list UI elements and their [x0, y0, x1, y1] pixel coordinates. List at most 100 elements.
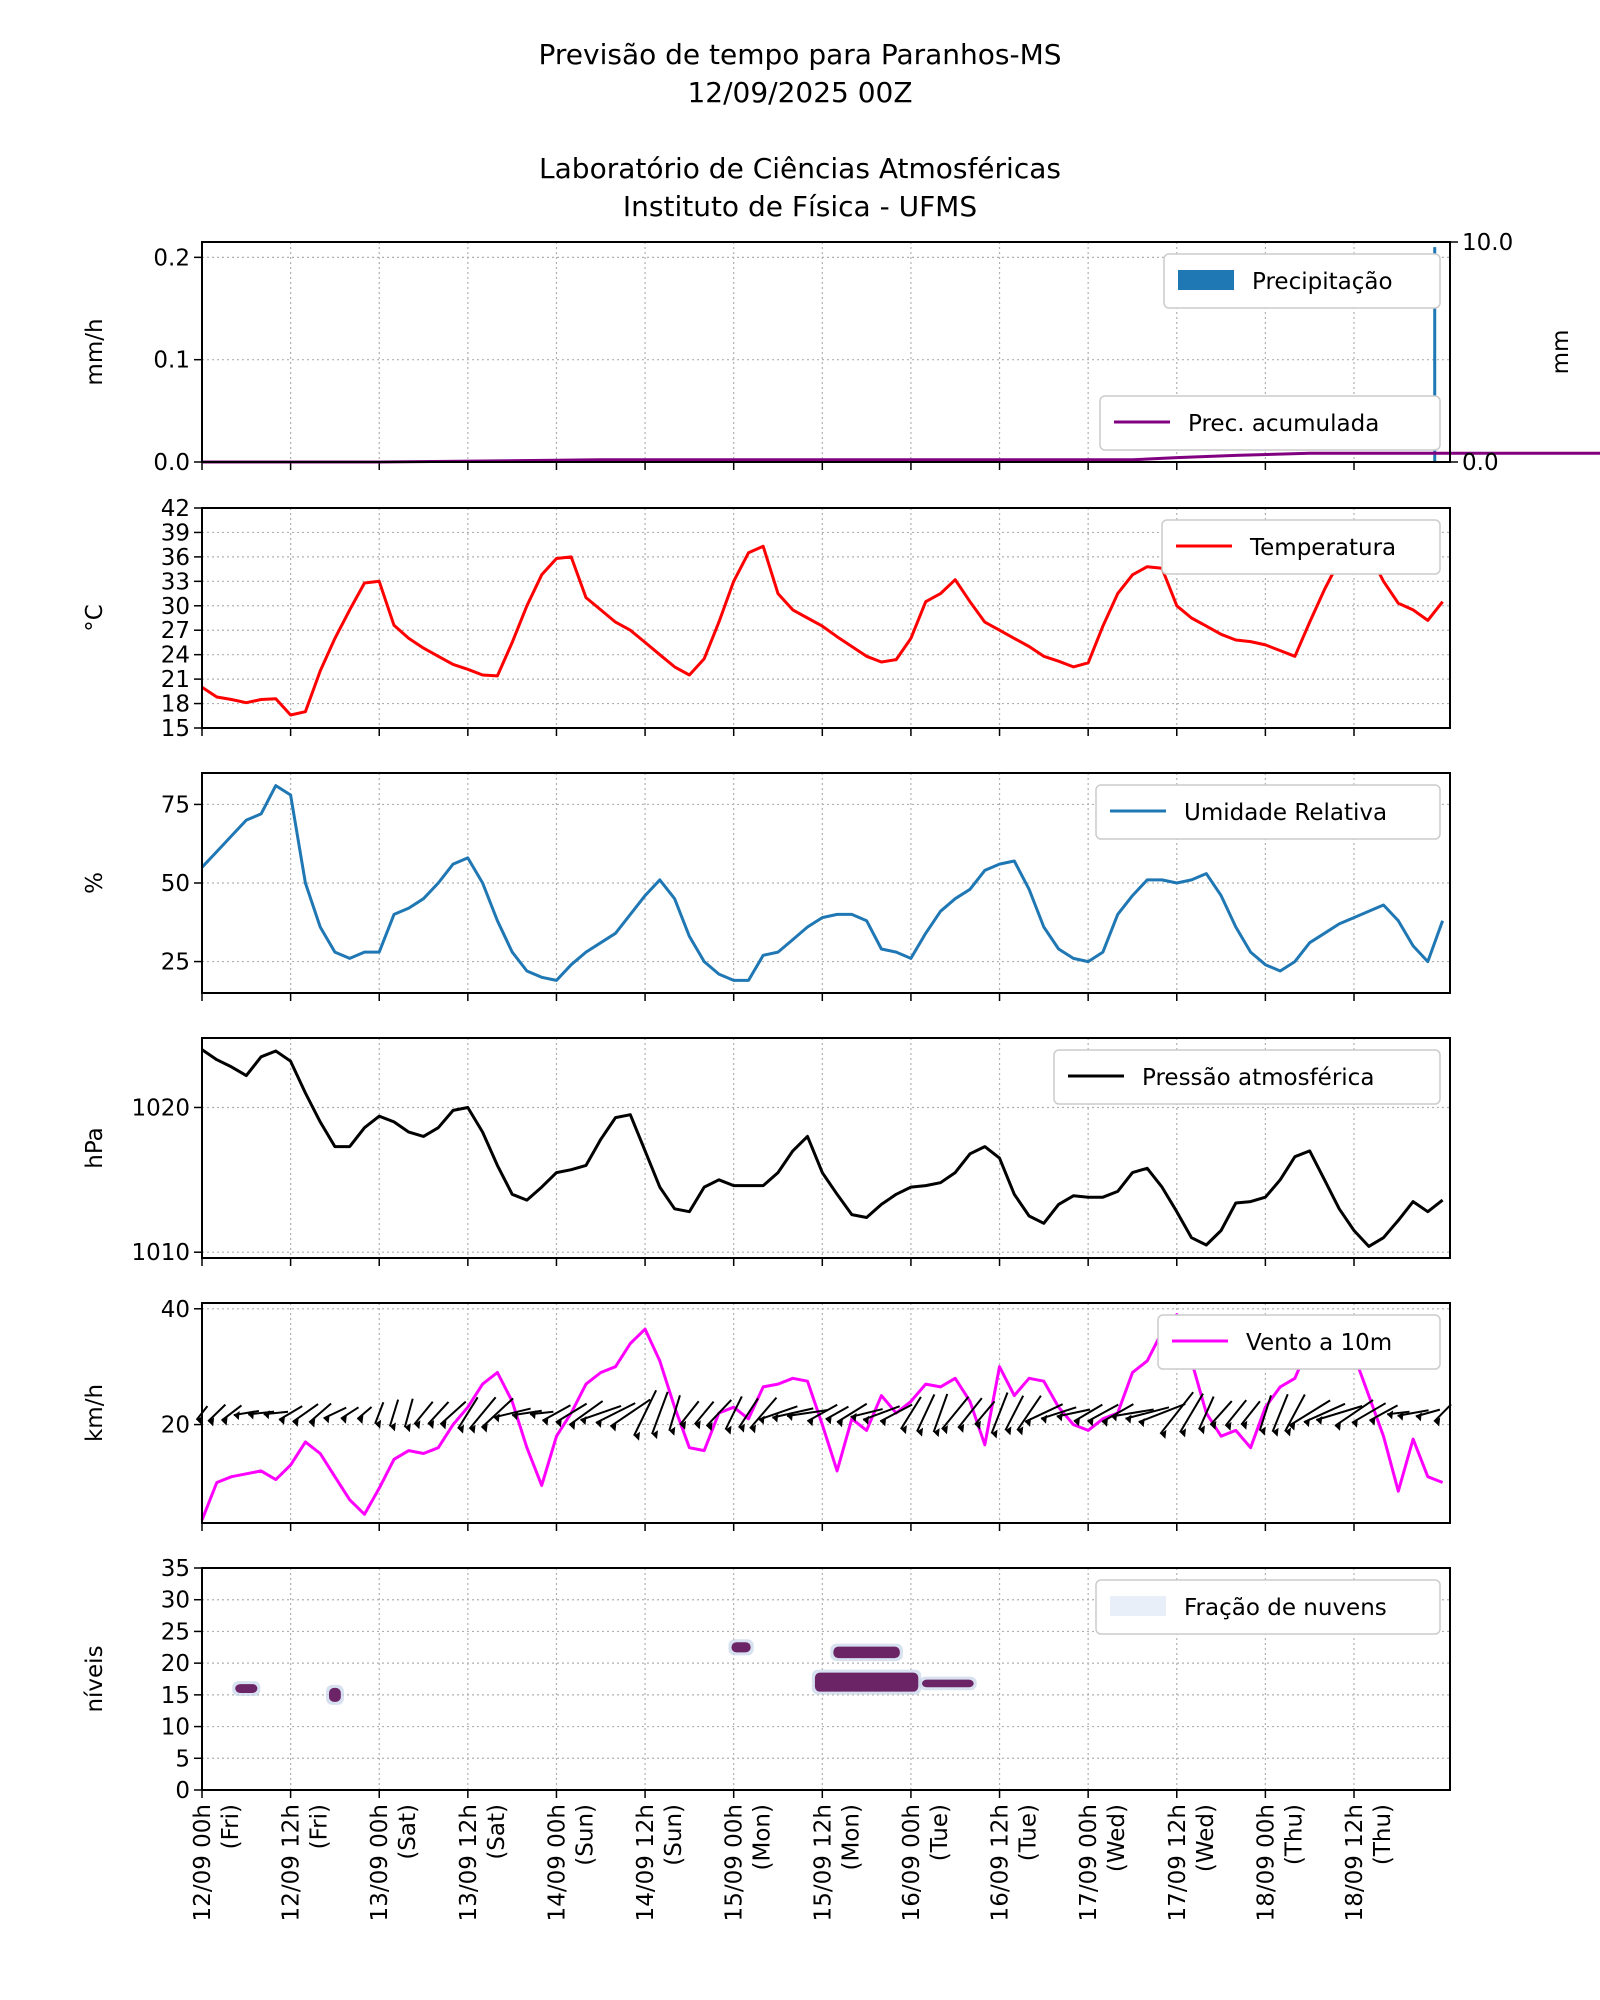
wind-arrow [221, 1404, 243, 1422]
y-tick-label: 18 [161, 692, 190, 718]
axes-frame [201, 241, 1451, 463]
figure-title: Previsão de tempo para Paranhos-MS 12/09… [0, 36, 1600, 112]
y-tick-label: 25 [161, 950, 190, 976]
wind-arrow [1159, 1391, 1194, 1435]
wind-arrow-head [725, 1425, 732, 1435]
y-tick-label: 5 [175, 1746, 190, 1772]
y-right-tick-label: 0.0 [1462, 450, 1499, 476]
wind-arrow-head [512, 1411, 519, 1421]
wind-arrow-head [610, 1422, 617, 1432]
wind-arrow [1315, 1405, 1363, 1421]
y-axis-label: % [82, 872, 108, 894]
x-tick-day-label: (Sat) [484, 1804, 510, 1860]
axes-frame [201, 1302, 1451, 1524]
wind-arrow [1288, 1399, 1331, 1427]
wind-arrow-head [1102, 1417, 1109, 1427]
wind-arrow-head [1073, 1417, 1080, 1427]
y-axis-label: hPa [82, 1127, 108, 1169]
wind-arrow [1198, 1396, 1215, 1430]
wind-arrow [862, 1405, 901, 1421]
wind-arrow-head [340, 1414, 347, 1424]
wind-arrow [388, 1399, 400, 1427]
legend-box [1095, 784, 1441, 840]
y-tick-label: 20 [161, 1413, 190, 1439]
axes-frame [201, 1037, 1451, 1259]
y-tick-label: 30 [161, 1588, 190, 1614]
title-line-location: Previsão de tempo para Paranhos-MS [538, 38, 1062, 71]
wind-arrow-head [375, 1419, 382, 1429]
wind-arrow [207, 1403, 227, 1423]
wind-arrow-head [1138, 1418, 1145, 1428]
x-tick-label: 13/09 00h [367, 1804, 393, 1921]
pressure-line [201, 1048, 1444, 1248]
wind-arrow-head [1041, 1414, 1048, 1424]
wind-arrow [738, 1397, 759, 1429]
wind-arrow [1284, 1394, 1306, 1432]
wind-arrow-head [1351, 1418, 1358, 1428]
subtitle-line-lab: Laboratório de Ciências Atmosféricas [539, 152, 1061, 185]
y-tick-label: 0.1 [153, 348, 190, 374]
wind-arrow [1258, 1395, 1272, 1431]
x-tick-day-label: (Tue) [1016, 1804, 1042, 1861]
y-tick-label: 33 [161, 569, 190, 595]
wind-arrow [374, 1401, 385, 1425]
wind-arrow-head [694, 1420, 701, 1430]
legend-label: Temperatura [1249, 535, 1396, 561]
legend-box [1095, 1579, 1441, 1635]
cloud-patch [922, 1679, 974, 1688]
wind-arrow [990, 1392, 1009, 1434]
x-tick-day-label: (Fri) [307, 1804, 333, 1849]
y-tick-label: 15 [161, 716, 190, 742]
wind-arrow [595, 1402, 636, 1424]
legend-swatch [1110, 1596, 1166, 1616]
wind-arrow-head [279, 1415, 286, 1425]
x-tick-label: 16/09 00h [899, 1804, 925, 1921]
wind-arrow [668, 1394, 681, 1432]
wind-arrow [1240, 1400, 1261, 1426]
y-tick-label: 0.2 [153, 245, 190, 271]
wind-arrow-head [458, 1424, 465, 1434]
wind-arrow-head [1434, 1417, 1441, 1427]
wind-arrow-head [1397, 1411, 1404, 1421]
humidity-line [200, 784, 1445, 982]
y-tick-label: 21 [161, 667, 190, 693]
cloud-patch [235, 1684, 258, 1693]
wind-arrow-head [634, 1431, 641, 1441]
wind-arrow [1334, 1399, 1374, 1427]
wind-arrow [974, 1400, 996, 1426]
wind-arrow-head [595, 1418, 602, 1428]
wind-arrow-head [1198, 1425, 1205, 1435]
wind-arrow-head [1111, 1412, 1118, 1422]
wind-arrow [1209, 1400, 1233, 1426]
wind-arrow-head [836, 1418, 843, 1428]
wind-arrow-head [750, 1424, 757, 1434]
y-tick-label: 36 [161, 545, 190, 571]
wind-arrow [900, 1396, 922, 1430]
wind-arrow-head [1285, 1427, 1292, 1437]
wind-arrow [1138, 1402, 1186, 1424]
wind-arrow [1016, 1395, 1042, 1431]
wind-arrow [493, 1407, 531, 1419]
wind-arrow-head [706, 1422, 713, 1432]
wind-arrow-head [1225, 1421, 1232, 1431]
x-tick-day-label: (Sun) [661, 1804, 687, 1866]
wind-arrow [468, 1396, 497, 1430]
legend-box [1161, 519, 1441, 575]
wind-arrow-head [221, 1416, 228, 1426]
wind-arrow [1004, 1395, 1025, 1431]
y-axis-label: °C [82, 604, 108, 632]
y-axis-label: níveis [82, 1645, 108, 1712]
wind-arrow [916, 1394, 936, 1432]
wind-arrow-head [1210, 1420, 1217, 1430]
wind-arrow-head [958, 1423, 965, 1433]
x-tick-day-label: (Fri) [218, 1804, 244, 1849]
precip-accum-line [202, 451, 1600, 464]
x-tick-label: 15/09 12h [810, 1804, 836, 1921]
wind-arrow [932, 1393, 949, 1433]
wind-arrow [427, 1401, 450, 1425]
x-tick-label: 17/09 12h [1165, 1804, 1191, 1921]
wind-arrow-head [292, 1417, 299, 1427]
legend-box [1053, 1049, 1441, 1105]
x-tick-day-label: (Wed) [1104, 1804, 1130, 1872]
x-tick-label: 17/09 00h [1076, 1804, 1102, 1921]
